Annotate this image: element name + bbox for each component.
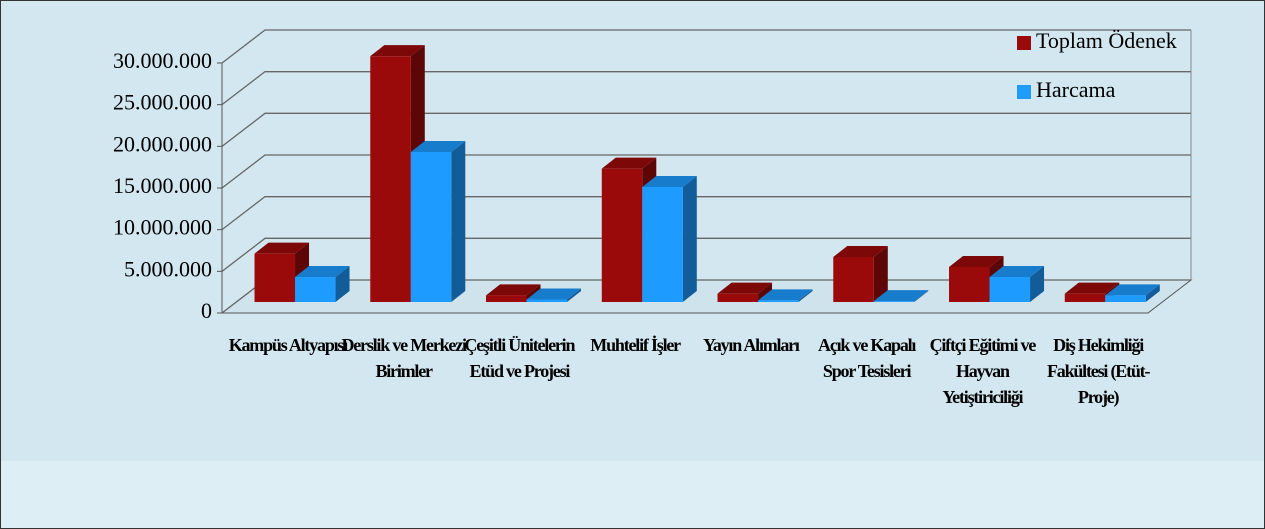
bar-top	[486, 284, 541, 296]
bar-top	[254, 242, 310, 254]
x-tick-label: Çeşitli Ünitelerin Etüd ve Projesi	[464, 335, 575, 381]
bar	[410, 152, 452, 302]
bar	[1064, 293, 1106, 302]
bar	[370, 56, 411, 302]
bar-side	[335, 266, 350, 302]
bar	[1105, 295, 1146, 302]
bar-top	[295, 266, 350, 277]
legend-label: Harcama	[1036, 77, 1116, 102]
bar-top	[989, 266, 1045, 277]
x-tick-label: Diş Hekimliği Fakültesi (Etüt-Proje)	[1046, 335, 1151, 407]
bar-top	[410, 141, 466, 152]
bar-top	[833, 246, 888, 257]
x-tick-label: Çiftçi Eğitimi ve Hayvan Yetiştiriciliği	[929, 335, 1037, 407]
y-tick-label: 0	[201, 298, 212, 323]
legend-swatch	[1017, 85, 1031, 99]
x-tick-label: Muhtelif İşler	[590, 335, 681, 355]
y-tick-label: 25.000.000	[113, 90, 212, 115]
grid-line	[221, 237, 1191, 272]
bar-top	[717, 282, 773, 294]
x-tick-label: Kampüs Altyapısı	[228, 335, 349, 355]
bar-top	[642, 176, 697, 187]
bar-side	[798, 289, 813, 302]
legend-label: Toplam Ödenek	[1036, 28, 1177, 53]
bar	[758, 300, 799, 302]
legend-swatch	[1017, 36, 1031, 50]
bar-side	[451, 141, 466, 302]
bar-top	[873, 290, 929, 302]
bar	[873, 301, 915, 302]
grid-line	[221, 196, 1191, 231]
bar	[833, 257, 874, 302]
y-tick-label: 10.000.000	[113, 215, 212, 240]
bar	[989, 277, 1031, 302]
bar-side	[682, 176, 697, 302]
x-tick-label: Derslik ve Merkezi Birimler	[341, 335, 467, 381]
y-tick-label: 5.000.000	[124, 256, 212, 281]
bar	[254, 253, 296, 302]
bar-side	[1145, 284, 1160, 302]
bar	[642, 187, 683, 302]
bar	[295, 277, 336, 302]
bar	[526, 299, 568, 302]
grid-line	[221, 154, 1191, 189]
bar-top	[601, 157, 657, 169]
bar	[601, 168, 643, 302]
bar-side	[1030, 266, 1045, 302]
bar-top	[1105, 284, 1160, 296]
grid-line	[221, 112, 1191, 147]
y-tick-label: 20.000.000	[113, 131, 212, 156]
bar-top	[1064, 282, 1120, 294]
y-tick-label: 15.000.000	[113, 173, 212, 198]
bar	[486, 295, 527, 302]
bar-top	[758, 289, 813, 301]
bar-top	[949, 256, 1004, 267]
bar-side	[914, 290, 929, 302]
grid-line	[221, 29, 1191, 64]
bar-side	[758, 282, 773, 302]
floor	[220, 279, 1193, 314]
bar	[949, 267, 990, 302]
x-tick-label: Yayın Alımları	[703, 335, 800, 355]
bar-top	[370, 45, 425, 57]
bar-top	[526, 288, 582, 300]
x-tick-label: Açık ve Kapalı Spor Tesisleri	[818, 335, 916, 381]
bar-side	[873, 246, 888, 302]
bar	[717, 293, 759, 302]
bar-side	[567, 288, 582, 302]
grid-line	[221, 71, 1191, 106]
y-tick-label: 30.000.000	[113, 48, 212, 73]
